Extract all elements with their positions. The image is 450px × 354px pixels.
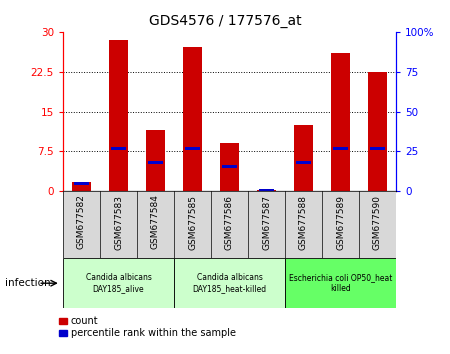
Bar [285, 258, 396, 308]
Text: GSM677588: GSM677588 [299, 195, 308, 250]
Bar [294, 125, 313, 191]
Bar [370, 147, 385, 150]
Text: GSM677589: GSM677589 [336, 195, 345, 250]
Bar [185, 147, 200, 150]
Bar [368, 72, 387, 191]
Bar [74, 182, 89, 185]
Bar [220, 143, 239, 191]
Bar [183, 47, 202, 191]
Legend: count, percentile rank within the sample: count, percentile rank within the sample [59, 316, 235, 338]
Text: GDS4576 / 177576_at: GDS4576 / 177576_at [148, 14, 302, 28]
Bar [333, 147, 348, 150]
Text: GSM677582: GSM677582 [77, 195, 86, 250]
Text: GSM677590: GSM677590 [373, 195, 382, 250]
Bar [257, 190, 276, 191]
Bar [148, 161, 163, 164]
Text: GSM677584: GSM677584 [151, 195, 160, 250]
Bar [63, 258, 174, 308]
Bar [146, 130, 165, 191]
Bar [259, 189, 274, 192]
Bar [331, 53, 350, 191]
Text: infection: infection [4, 278, 50, 288]
Bar [296, 161, 311, 164]
Bar [174, 258, 285, 308]
Bar [222, 165, 237, 168]
Text: GSM677587: GSM677587 [262, 195, 271, 250]
Text: Escherichia coli OP50_heat
killed: Escherichia coli OP50_heat killed [289, 274, 392, 293]
Bar [72, 182, 91, 191]
Text: Candida albicans
DAY185_alive: Candida albicans DAY185_alive [86, 274, 152, 293]
Text: GSM677586: GSM677586 [225, 195, 234, 250]
Text: GSM677585: GSM677585 [188, 195, 197, 250]
Text: Candida albicans
DAY185_heat-killed: Candida albicans DAY185_heat-killed [193, 274, 266, 293]
Bar [111, 147, 126, 150]
Text: GSM677583: GSM677583 [114, 195, 123, 250]
Bar [109, 40, 128, 191]
